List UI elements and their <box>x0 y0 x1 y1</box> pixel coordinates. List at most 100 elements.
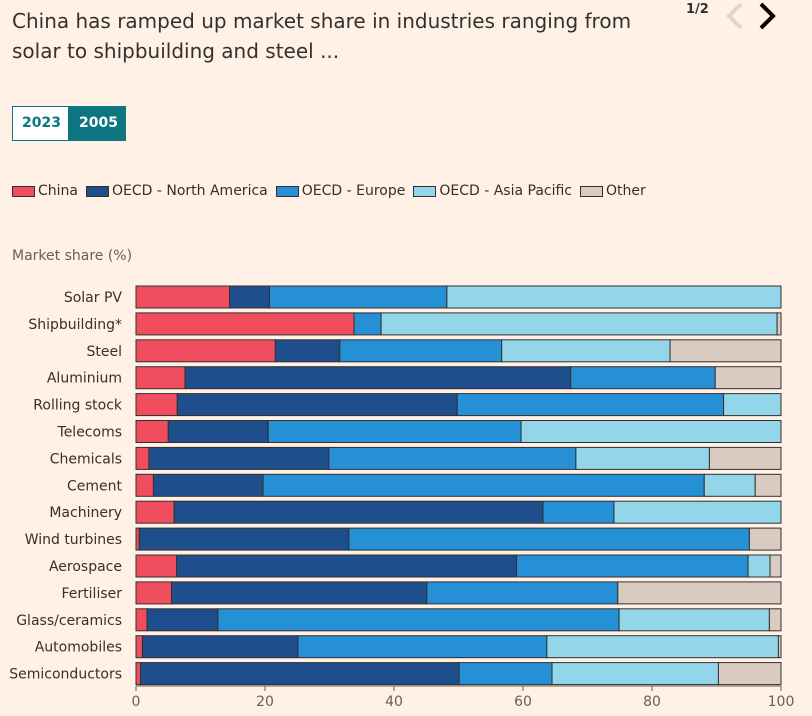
bar-chemicals-china <box>135 446 150 470</box>
bar-semiconductors-oecd-europe <box>458 662 553 686</box>
bar-cement-oecd-asia-pacific <box>703 473 756 497</box>
legend-item-oecd-asia-pacific: OECD - Asia Pacific <box>413 183 572 199</box>
legend-swatch <box>275 185 299 197</box>
bar-steel-oecd-north-america <box>274 339 341 363</box>
bar-fertiliser-other <box>617 581 782 605</box>
bar-automobiles-other <box>777 635 782 659</box>
bar-glass-ceramics-oecd-north-america <box>146 608 219 632</box>
category-label-aluminium: Aluminium <box>47 371 122 387</box>
bar-automobiles-oecd-asia-pacific <box>546 635 779 659</box>
bar-chemicals-other <box>708 446 782 470</box>
legend-swatch <box>413 185 437 197</box>
bar-chemicals-oecd-europe <box>328 446 577 470</box>
bar-steel-other <box>669 339 782 363</box>
x-tick-label-60: 60 <box>514 694 532 710</box>
bar-rolling-stock-oecd-asia-pacific <box>723 393 782 417</box>
bar-wind-turbines-oecd-europe <box>348 527 750 551</box>
bar-fertiliser-china <box>135 581 172 605</box>
bar-chemicals-oecd-asia-pacific <box>575 446 710 470</box>
bar-glass-ceramics-oecd-europe <box>217 608 620 632</box>
bar-fertiliser-oecd-north-america <box>170 581 428 605</box>
bar-aluminium-oecd-europe <box>570 366 716 390</box>
category-label-steel: Steel <box>87 344 123 360</box>
bar-aluminium-oecd-north-america <box>184 366 572 390</box>
category-label-aerospace: Aerospace <box>49 559 122 575</box>
bar-aluminium-other <box>714 366 782 390</box>
bar-fertiliser-oecd-europe <box>426 581 619 605</box>
bar-semiconductors-oecd-asia-pacific <box>551 662 719 686</box>
chevron-left-icon[interactable] <box>722 0 748 32</box>
category-label-machinery: Machinery <box>49 505 122 521</box>
bar-cement-oecd-europe <box>262 473 705 497</box>
bar-solar-pv-oecd-europe <box>269 285 448 309</box>
chevron-right-icon[interactable] <box>754 0 780 32</box>
bar-chemicals-oecd-north-america <box>148 446 330 470</box>
legend-item-oecd-europe: OECD - Europe <box>275 183 406 199</box>
category-label-fertiliser: Fertiliser <box>62 586 123 602</box>
bar-aerospace-other <box>769 554 782 578</box>
bar-cement-oecd-north-america <box>152 473 264 497</box>
bar-machinery-oecd-north-america <box>173 500 544 524</box>
category-label-rolling-stock: Rolling stock <box>33 398 123 414</box>
bar-semiconductors-oecd-north-america <box>140 662 460 686</box>
category-label-telecoms: Telecoms <box>57 425 122 441</box>
category-label-shipbuilding: Shipbuilding* <box>28 317 122 333</box>
bar-telecoms-oecd-asia-pacific <box>520 420 782 443</box>
bar-shipbuilding-oecd-europe <box>353 312 382 336</box>
bar-telecoms-oecd-north-america <box>167 420 269 443</box>
year-option-2023[interactable]: 2023 <box>12 106 69 141</box>
legend-item-other: Other <box>580 183 646 199</box>
bar-aluminium-china <box>135 366 186 390</box>
bar-machinery-china <box>135 500 175 524</box>
category-label-semiconductors: Semiconductors <box>9 667 122 683</box>
category-label-wind-turbines: Wind turbines <box>25 532 122 548</box>
bar-rolling-stock-oecd-north-america <box>176 393 458 417</box>
legend-label: OECD - Europe <box>301 183 406 199</box>
legend-label: OECD - North America <box>112 183 268 199</box>
x-tick-label-40: 40 <box>385 694 403 710</box>
category-label-cement: Cement <box>67 478 123 494</box>
bar-shipbuilding-other <box>776 312 782 336</box>
bar-aerospace-oecd-europe <box>516 554 749 578</box>
chart-legend: China OECD - North America OECD - Europe OE… <box>12 183 654 199</box>
bar-steel-china <box>135 339 276 363</box>
year-toggle[interactable]: 2023 2005 <box>12 106 126 141</box>
bar-wind-turbines-other <box>748 527 782 551</box>
bar-wind-turbines-oecd-north-america <box>138 527 350 551</box>
x-tick-label-80: 80 <box>643 694 661 710</box>
bar-automobiles-china <box>135 635 143 659</box>
legend-item-oecd-north-america: OECD - North America <box>86 183 268 199</box>
x-tick-label-0: 0 <box>132 694 141 710</box>
bar-steel-oecd-europe <box>339 339 503 363</box>
bar-automobiles-oecd-europe <box>297 635 548 659</box>
legend-swatch <box>580 185 604 197</box>
bar-rolling-stock-china <box>135 393 178 417</box>
chart-title: China has ramped up market share in indu… <box>12 9 632 63</box>
legend-item-china: China <box>12 183 78 199</box>
bar-rolling-stock-oecd-europe <box>456 393 725 417</box>
bar-telecoms-china <box>135 420 169 443</box>
x-tick-label-100: 100 <box>768 694 795 710</box>
x-tick-label-20: 20 <box>256 694 274 710</box>
bar-machinery-oecd-europe <box>542 500 615 524</box>
year-option-2005[interactable]: 2005 <box>69 106 126 141</box>
category-label-solar-pv: Solar PV <box>64 290 123 306</box>
bar-glass-ceramics-china <box>135 608 148 632</box>
legend-label: Other <box>606 183 646 199</box>
bar-machinery-oecd-asia-pacific <box>613 500 782 524</box>
bar-shipbuilding-oecd-asia-pacific <box>380 312 778 336</box>
bar-steel-oecd-asia-pacific <box>501 339 671 363</box>
bar-cement-other <box>754 473 782 497</box>
legend-swatch <box>86 185 109 197</box>
category-label-glass-ceramics: Glass/ceramics <box>16 613 122 629</box>
bar-semiconductors-china <box>135 662 142 686</box>
legend-swatch <box>12 185 35 197</box>
bar-automobiles-oecd-north-america <box>141 635 299 659</box>
category-label-automobiles: Automobiles <box>35 640 122 656</box>
page-indicator: 1/2 <box>686 2 709 17</box>
bar-aerospace-oecd-north-america <box>176 554 518 578</box>
category-label-chemicals: Chemicals <box>50 451 122 467</box>
bar-solar-pv-oecd-north-america <box>229 285 271 309</box>
bar-glass-ceramics-oecd-asia-pacific <box>618 608 770 632</box>
